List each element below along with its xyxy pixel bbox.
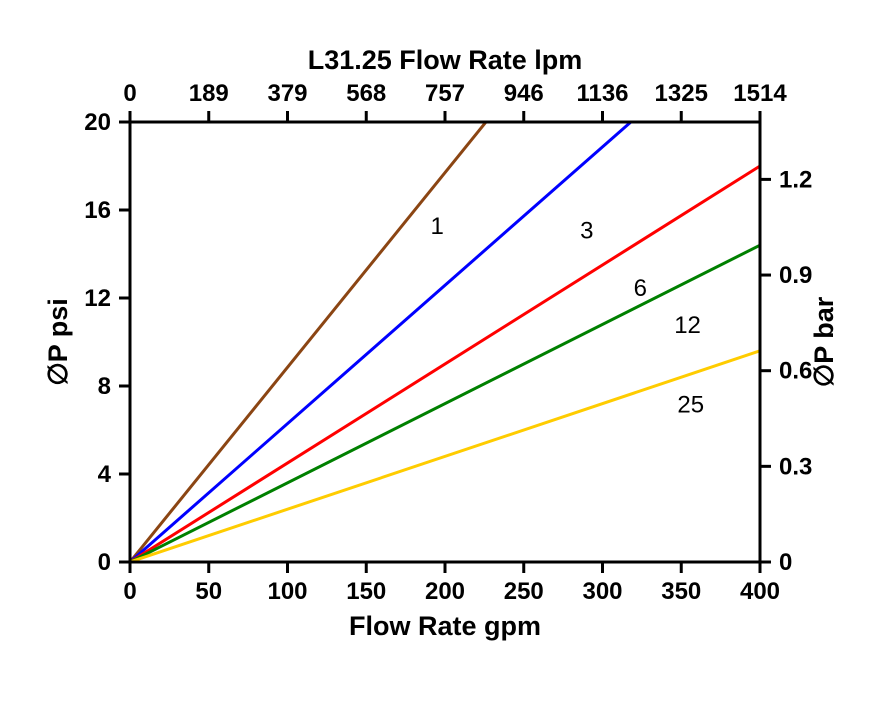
series-label: 6: [634, 275, 647, 302]
x-top-tick-label: 568: [346, 80, 386, 107]
x-top-tick-label: 1325: [655, 80, 708, 107]
y-left-axis-label: ∅P psi: [43, 298, 73, 386]
y-left-tick-label: 16: [84, 197, 111, 224]
x-top-tick-label: 1514: [733, 80, 787, 107]
y-left-tick-label: 4: [98, 461, 112, 488]
x-top-tick-label: 379: [267, 80, 307, 107]
series-label: 3: [580, 218, 593, 245]
series-label: 1: [430, 213, 443, 240]
x-axis-label: Flow Rate gpm: [349, 611, 541, 641]
x-bottom-tick-label: 0: [123, 578, 136, 605]
x-top-tick-label: 189: [189, 80, 229, 107]
flow-rate-chart: 050100150200250300350400Flow Rate gpm018…: [0, 0, 886, 702]
y-left-tick-label: 0: [98, 549, 111, 576]
x-bottom-tick-label: 150: [346, 578, 386, 605]
y-right-tick-label: 1.2: [779, 166, 812, 193]
x-bottom-tick-label: 350: [661, 578, 701, 605]
x-bottom-tick-label: 400: [740, 578, 780, 605]
x-bottom-tick-label: 50: [195, 578, 222, 605]
x-bottom-tick-label: 300: [582, 578, 622, 605]
series-label: 25: [677, 391, 704, 418]
x-top-tick-label: 1136: [576, 80, 628, 107]
chart-container: 050100150200250300350400Flow Rate gpm018…: [0, 0, 886, 702]
y-right-tick-label: 0.6: [779, 358, 812, 385]
x-top-tick-label: 946: [504, 80, 544, 107]
series-label: 12: [674, 312, 701, 339]
y-right-tick-label: 0.9: [779, 262, 812, 289]
x-bottom-tick-label: 100: [267, 578, 307, 605]
y-right-tick-label: 0.3: [779, 453, 812, 480]
x-bottom-tick-label: 200: [425, 578, 465, 605]
y-left-tick-label: 8: [98, 373, 111, 400]
y-right-axis-label: ∅P bar: [809, 296, 839, 387]
x-bottom-tick-label: 250: [504, 578, 544, 605]
x-top-tick-label: 0: [123, 80, 136, 107]
y-left-tick-label: 20: [84, 109, 111, 136]
y-left-tick-label: 12: [84, 285, 111, 312]
x-top-tick-label: 757: [425, 80, 465, 107]
y-right-tick-label: 0: [779, 549, 792, 576]
chart-title: L31.25 Flow Rate lpm: [308, 45, 583, 75]
